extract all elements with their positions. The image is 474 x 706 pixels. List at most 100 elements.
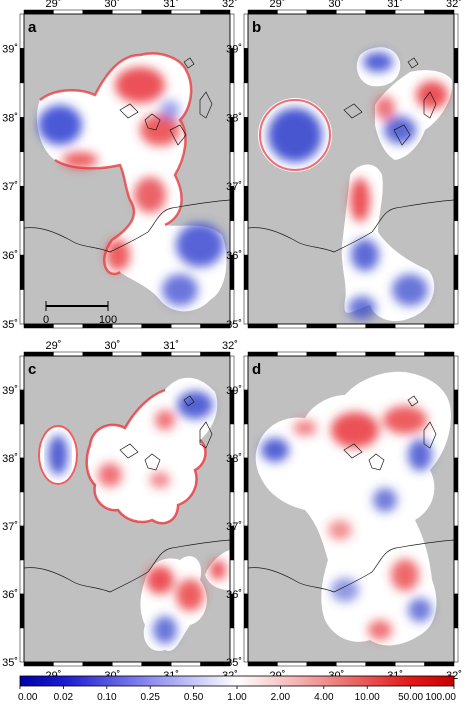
field-blob: [331, 578, 359, 602]
frame-segment: [243, 289, 249, 325]
coastline: [24, 57, 230, 253]
frame-segment: [243, 185, 249, 221]
map-panel-c: c: [24, 356, 230, 662]
frame-segment: [365, 323, 396, 329]
field-blob: [392, 274, 428, 306]
field-rim: [259, 99, 331, 171]
frame-segment: [243, 525, 249, 561]
frame-segment: [19, 254, 25, 290]
colorbar-tick-label: 1.00: [227, 692, 247, 703]
frame-segment: [277, 351, 308, 357]
field-rim: [39, 52, 193, 276]
frame-segment: [424, 351, 455, 357]
frame-segment: [200, 351, 231, 357]
lon-tick-label: 29˚: [45, 340, 61, 352]
lon-tick-label: 32˚: [446, 0, 462, 10]
frame-border: [23, 355, 231, 663]
frame-segment: [19, 525, 25, 561]
frame-segment: [394, 323, 425, 329]
frame-segment: [19, 117, 25, 153]
field-blob: [176, 579, 204, 611]
frame-segment: [306, 323, 337, 329]
frame-segment: [243, 627, 249, 663]
map-panel-b: b: [248, 14, 454, 324]
frame-segment: [243, 423, 249, 459]
field-blob: [150, 472, 170, 488]
field-blob: [134, 177, 166, 213]
field-blob: [261, 438, 289, 462]
frame-segment: [19, 389, 25, 425]
lon-tick-label: 32˚: [222, 340, 238, 352]
frame-segment: [19, 355, 25, 391]
field-blob: [363, 52, 393, 72]
frame-segment: [53, 351, 84, 357]
map-frame: 29˚29˚30˚30˚31˚31˚32˚32˚39˚38˚37˚36˚35˚: [2, 340, 238, 682]
lat-tick-label: 39˚: [226, 385, 242, 397]
field-blob: [106, 239, 130, 271]
frame-segment: [243, 48, 249, 84]
frame-segment: [247, 661, 278, 667]
frame-segment: [243, 254, 249, 290]
lon-tick-label: 31˚: [163, 340, 179, 352]
field-blob: [348, 296, 376, 320]
frame-segment: [453, 457, 459, 493]
field-blob: [293, 420, 317, 436]
field-blob: [384, 116, 416, 144]
colorbar-tick-label: 0.02: [54, 692, 74, 703]
field-blob: [408, 439, 432, 471]
colorbar-tick-label: 10.00: [355, 692, 380, 703]
field-blob: [48, 435, 68, 475]
frame-segment: [394, 351, 425, 357]
frame-segment: [19, 82, 25, 118]
field-blob: [62, 152, 98, 168]
lat-tick-label: 37˚: [226, 521, 242, 533]
frame-segment: [243, 491, 249, 527]
frame-segment: [53, 661, 84, 667]
colorbar-gradient: [19, 675, 455, 687]
frame-segment: [306, 661, 337, 667]
frame-segment: [19, 185, 25, 221]
frame-segment: [23, 9, 54, 15]
frame-segment: [453, 13, 459, 49]
lat-tick-label: 37˚: [2, 521, 18, 533]
colorbar-tick-label: 2.00: [271, 692, 291, 703]
frame-segment: [19, 151, 25, 187]
frame-segment: [82, 351, 113, 357]
frame-border: [247, 13, 455, 325]
field-blob: [268, 108, 322, 162]
field-blob: [350, 178, 370, 222]
scale-bar-end-label: 100: [99, 314, 117, 326]
frame-segment: [336, 9, 366, 15]
frame-border: [23, 13, 231, 325]
frame-segment: [19, 423, 25, 459]
field-blob: [153, 616, 177, 644]
field-blob: [38, 105, 82, 145]
lon-tick-label: 29˚: [269, 0, 285, 10]
frame-segment: [243, 117, 249, 153]
frame-segment: [82, 661, 113, 667]
map-frame: 29˚ 30˚ 31˚ 32˚ 39˚ 38˚ 37˚ 36˚ 35˚: [2, 0, 238, 331]
lat-tick-label: 39˚: [226, 43, 242, 55]
panel-label: c: [28, 361, 36, 378]
frame-segment: [19, 593, 25, 629]
field-blob: [373, 488, 397, 512]
panel-label: a: [28, 19, 37, 36]
lon-tick-label: 30˚: [104, 0, 120, 10]
coastline: [24, 395, 230, 593]
frame-segment: [141, 323, 172, 329]
frame-segment: [453, 220, 459, 256]
frame-segment: [453, 151, 459, 187]
frame-segment: [394, 9, 425, 15]
frame-segment: [243, 13, 249, 49]
frame-segment: [247, 9, 278, 15]
field-blob: [98, 463, 122, 487]
frame-segment: [243, 457, 249, 493]
frame-segment: [23, 661, 54, 667]
field-blob: [375, 96, 395, 120]
frame-segment: [112, 323, 142, 329]
lon-tick-label: 29˚: [45, 0, 61, 10]
field-blob: [140, 114, 180, 146]
colorbar-tick-label: 0.25: [140, 692, 160, 703]
lat-tick-label: 36˚: [226, 589, 242, 601]
